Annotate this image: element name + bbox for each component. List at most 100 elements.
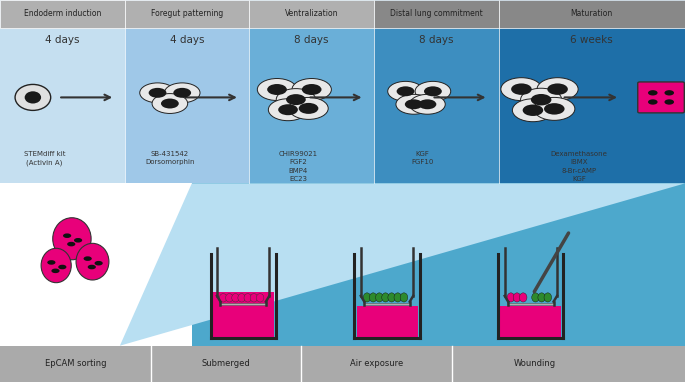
Circle shape [648, 90, 658, 96]
Ellipse shape [375, 293, 383, 302]
Text: Submerged: Submerged [201, 359, 251, 368]
Ellipse shape [382, 293, 389, 302]
Text: CHIR99021
FGF2
BMP4
EC23: CHIR99021 FGF2 BMP4 EC23 [278, 151, 318, 182]
Circle shape [534, 97, 575, 120]
Ellipse shape [238, 294, 245, 302]
Text: 8 days: 8 days [295, 35, 329, 45]
Ellipse shape [363, 293, 371, 302]
Circle shape [537, 78, 578, 100]
Ellipse shape [244, 294, 251, 302]
Ellipse shape [388, 293, 395, 302]
Circle shape [173, 88, 191, 98]
Circle shape [531, 94, 551, 105]
Text: Wounding: Wounding [513, 359, 556, 368]
Ellipse shape [507, 293, 514, 302]
Circle shape [278, 104, 298, 115]
Circle shape [276, 89, 316, 111]
Bar [212, 292, 273, 338]
Text: KGF
FGF10: KGF FGF10 [412, 151, 434, 165]
Bar [192, 183, 685, 346]
Circle shape [258, 79, 297, 100]
Bar [249, 0, 374, 183]
Circle shape [63, 233, 71, 238]
Bar [374, 0, 499, 183]
Bar [499, 0, 685, 183]
Circle shape [67, 242, 75, 246]
Bar [249, 0, 374, 28]
Ellipse shape [225, 294, 233, 302]
Ellipse shape [250, 294, 258, 302]
Ellipse shape [219, 294, 227, 302]
FancyBboxPatch shape [638, 82, 684, 113]
Ellipse shape [394, 293, 401, 302]
Bar [125, 0, 249, 183]
Text: Distal lung commitment: Distal lung commitment [390, 9, 483, 18]
Ellipse shape [369, 293, 377, 302]
Bar [0, 0, 125, 183]
Circle shape [51, 269, 60, 273]
Circle shape [544, 103, 564, 115]
Ellipse shape [15, 84, 51, 110]
Circle shape [424, 86, 442, 96]
Bar [508, 303, 554, 306]
Circle shape [74, 238, 82, 243]
Circle shape [501, 78, 542, 100]
Circle shape [269, 99, 308, 121]
Text: 8 days: 8 days [419, 35, 453, 45]
Text: 6 weeks: 6 weeks [571, 35, 613, 45]
Circle shape [289, 97, 328, 119]
Circle shape [415, 81, 451, 101]
Circle shape [547, 83, 568, 95]
Circle shape [292, 79, 332, 100]
Circle shape [512, 99, 553, 122]
Circle shape [664, 90, 674, 96]
Text: Ventralization: Ventralization [285, 9, 338, 18]
Ellipse shape [519, 293, 527, 302]
Circle shape [664, 99, 674, 105]
Text: Dexamethasone
IBMX
8-Br-cAMP
KGF: Dexamethasone IBMX 8-Br-cAMP KGF [550, 151, 608, 182]
Circle shape [521, 88, 562, 111]
Ellipse shape [256, 294, 264, 302]
Circle shape [149, 88, 166, 98]
Circle shape [511, 83, 532, 95]
Ellipse shape [532, 293, 539, 302]
Ellipse shape [232, 294, 239, 302]
Circle shape [88, 265, 96, 269]
Circle shape [286, 94, 306, 105]
Text: 4 days: 4 days [170, 35, 204, 45]
Bar [374, 0, 499, 28]
Ellipse shape [544, 293, 551, 302]
Bar [125, 0, 249, 28]
Circle shape [84, 256, 92, 261]
Ellipse shape [513, 293, 521, 302]
Circle shape [302, 84, 321, 95]
Circle shape [267, 84, 287, 95]
Bar [364, 303, 410, 306]
Circle shape [95, 261, 103, 265]
Bar [0, 346, 685, 382]
Bar [500, 306, 562, 338]
Ellipse shape [25, 91, 41, 104]
Ellipse shape [400, 293, 408, 302]
Text: Endoderm induction: Endoderm induction [24, 9, 101, 18]
Circle shape [388, 81, 423, 101]
Ellipse shape [76, 243, 109, 280]
Circle shape [396, 94, 432, 114]
Text: STEMdiff kit
(Activin A): STEMdiff kit (Activin A) [24, 151, 65, 166]
Text: Maturation: Maturation [571, 9, 613, 18]
Polygon shape [120, 183, 685, 346]
Circle shape [397, 86, 414, 96]
Circle shape [419, 99, 436, 109]
Circle shape [410, 94, 445, 114]
Bar [220, 303, 266, 306]
Text: 4 days: 4 days [45, 35, 79, 45]
Text: EpCAM sorting: EpCAM sorting [45, 359, 106, 368]
Circle shape [140, 83, 175, 103]
Circle shape [299, 103, 319, 114]
Circle shape [164, 83, 200, 103]
Circle shape [648, 99, 658, 105]
Bar [499, 0, 685, 28]
Bar [356, 306, 417, 338]
Ellipse shape [53, 218, 91, 260]
Ellipse shape [538, 293, 545, 302]
